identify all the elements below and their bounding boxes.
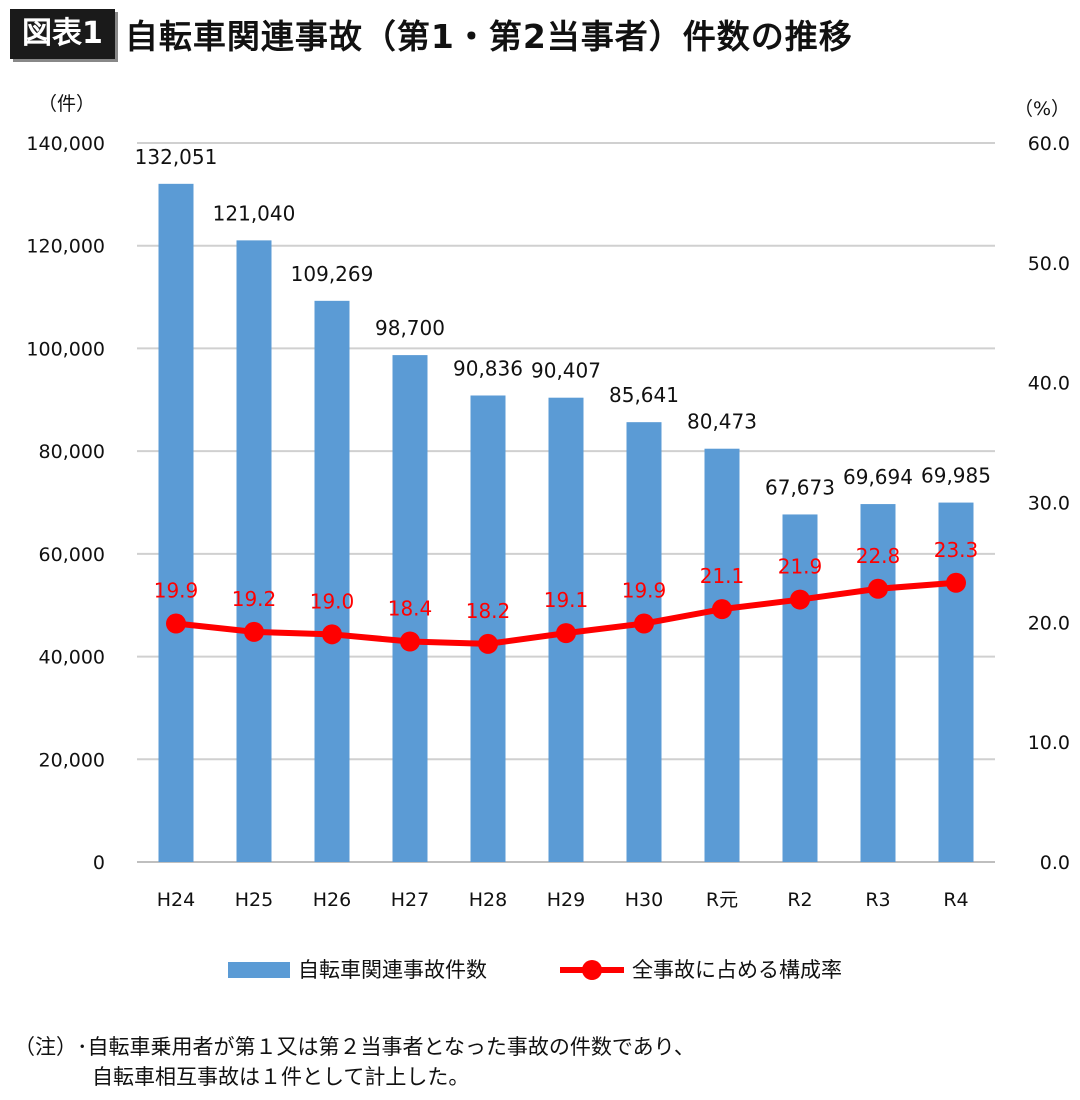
bar bbox=[236, 240, 272, 862]
rate-value-label: 21.9 bbox=[778, 555, 823, 579]
rate-value-label: 19.1 bbox=[544, 588, 589, 612]
right-tick-label: 30.0 bbox=[1028, 493, 1070, 515]
left-tick-label: 140,000 bbox=[26, 133, 105, 155]
category-label: H24 bbox=[157, 889, 195, 911]
rate-marker bbox=[166, 613, 186, 634]
bar bbox=[938, 502, 974, 862]
combo-chart: 132,051 121,040 109,269 98,700 90,836 90,407 8… bbox=[26, 93, 1070, 982]
rate-marker bbox=[478, 633, 498, 654]
bar-value-label: 121,040 bbox=[213, 201, 296, 225]
rate-marker bbox=[946, 572, 966, 593]
bar-value-label: 69,694 bbox=[843, 465, 913, 489]
category-label: H25 bbox=[235, 889, 273, 911]
rate-marker bbox=[244, 621, 264, 642]
category-label: R2 bbox=[787, 889, 812, 911]
bar bbox=[860, 504, 896, 862]
left-tick-label: 120,000 bbox=[26, 236, 105, 258]
left-tick-label: 40,000 bbox=[39, 647, 105, 669]
rate-marker bbox=[868, 578, 888, 599]
axes: 0 20,000 40,000 60,000 80,000 100,000 120,000 1… bbox=[26, 93, 1070, 911]
category-label: R元 bbox=[706, 889, 738, 911]
category-label: R4 bbox=[943, 889, 968, 911]
bar-value-label: 98,700 bbox=[375, 316, 445, 340]
bar-value-label: 90,836 bbox=[453, 356, 523, 380]
bar-value-label: 109,269 bbox=[291, 262, 374, 286]
bar-value-label: 69,985 bbox=[921, 464, 991, 488]
bar bbox=[158, 183, 194, 862]
rate-value-label: 21.1 bbox=[700, 564, 745, 588]
footnote: （注）･自転車乗用者が第１又は第２当事者となった事故の件数であり、 自転車相互事… bbox=[14, 1032, 695, 1092]
figure-badge: 図表1 bbox=[10, 9, 115, 59]
rate-marker bbox=[556, 623, 576, 644]
left-tick-label: 60,000 bbox=[39, 544, 105, 566]
bar bbox=[470, 395, 506, 862]
footnote-line-1: （注）･自転車乗用者が第１又は第２当事者となった事故の件数であり、 bbox=[14, 1035, 695, 1059]
rate-value-label: 18.4 bbox=[388, 597, 433, 621]
rate-marker bbox=[712, 599, 732, 620]
right-tick-label: 0.0 bbox=[1040, 852, 1070, 874]
bar bbox=[392, 355, 428, 862]
chart-header: 図表1 自転車関連事故（第1・第2当事者）件数の推移 bbox=[10, 8, 853, 60]
category-label: H26 bbox=[313, 889, 351, 911]
data-labels: 132,051 121,040 109,269 98,700 90,836 90,407 8… bbox=[135, 145, 991, 623]
right-tick-label: 40.0 bbox=[1028, 373, 1070, 395]
category-label: H27 bbox=[391, 889, 429, 911]
right-axis-unit: （%） bbox=[1014, 98, 1070, 120]
legend-line-marker bbox=[582, 960, 602, 980]
right-tick-label: 60.0 bbox=[1028, 133, 1070, 155]
bar bbox=[704, 448, 740, 862]
rate-value-label: 23.3 bbox=[934, 538, 979, 562]
bar-value-label: 85,641 bbox=[609, 383, 679, 407]
category-label: H28 bbox=[469, 889, 507, 911]
bar-series bbox=[158, 183, 974, 862]
legend-bar-label: 自転車関連事故件数 bbox=[298, 958, 487, 982]
footnote-line-2: 自転車相互事故は１件として計上した。 bbox=[92, 1065, 470, 1089]
left-tick-label: 0 bbox=[93, 852, 105, 874]
legend-bar-swatch bbox=[228, 962, 290, 978]
rate-value-label: 22.8 bbox=[856, 544, 901, 568]
right-tick-label: 20.0 bbox=[1028, 612, 1070, 634]
rate-value-label: 19.0 bbox=[310, 589, 355, 613]
category-label: H29 bbox=[547, 889, 585, 911]
bar-value-label: 90,407 bbox=[531, 359, 601, 383]
bar bbox=[626, 422, 662, 862]
category-label: R3 bbox=[865, 889, 890, 911]
rate-marker bbox=[790, 589, 810, 610]
left-tick-label: 100,000 bbox=[26, 338, 105, 360]
rate-marker bbox=[400, 631, 420, 652]
rate-value-label: 19.2 bbox=[232, 587, 277, 611]
right-tick-label: 50.0 bbox=[1028, 253, 1070, 275]
line-series bbox=[166, 572, 966, 654]
left-axis-unit: （件） bbox=[38, 93, 95, 115]
bar bbox=[782, 514, 818, 862]
category-label: H30 bbox=[625, 889, 663, 911]
rate-value-label: 19.9 bbox=[154, 579, 199, 603]
right-tick-label: 10.0 bbox=[1028, 732, 1070, 754]
left-tick-label: 80,000 bbox=[39, 441, 105, 463]
bar bbox=[314, 300, 350, 862]
chart-title: 自転車関連事故（第1・第2当事者）件数の推移 bbox=[124, 17, 853, 56]
left-tick-label: 20,000 bbox=[39, 749, 105, 771]
legend-line-label: 全事故に占める構成率 bbox=[632, 958, 842, 982]
bar-value-label: 67,673 bbox=[765, 475, 835, 499]
rate-marker bbox=[322, 624, 342, 645]
rate-marker bbox=[634, 613, 654, 634]
rate-value-label: 19.9 bbox=[622, 579, 667, 603]
legend: 自転車関連事故件数 全事故に占める構成率 bbox=[228, 958, 842, 982]
rate-value-label: 18.2 bbox=[466, 599, 511, 623]
bar-value-label: 80,473 bbox=[687, 410, 757, 434]
bar-value-label: 132,051 bbox=[135, 145, 218, 169]
